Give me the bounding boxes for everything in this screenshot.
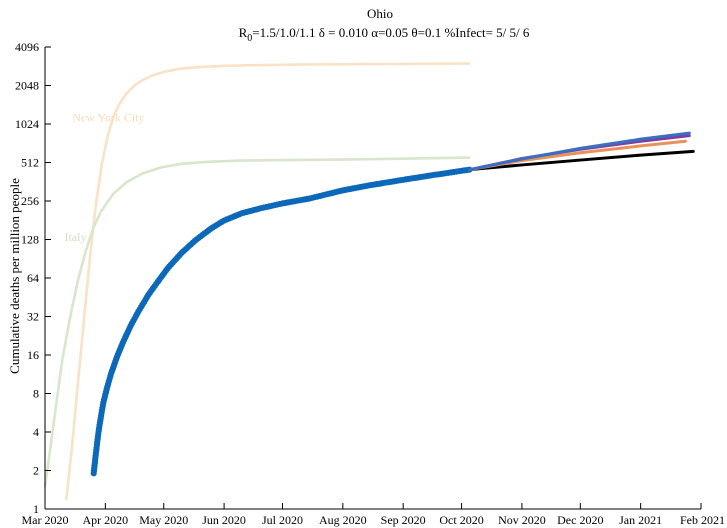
y-tick-label: 2 <box>33 464 39 478</box>
x-tick-label: Feb 2021 <box>680 513 725 527</box>
subtitle-r0-sub: 0 <box>247 33 252 44</box>
axes: 1 2 4 8 16 32 64 128 256 512 1024 2048 4096 Mar 2020 A… <box>15 40 725 527</box>
y-tick-label: 256 <box>21 194 39 208</box>
y-tick-label: 1024 <box>15 117 39 131</box>
series-ohio-observed-line <box>92 168 470 474</box>
x-tick-label: May 2020 <box>139 513 188 527</box>
series-projection-black <box>467 149 695 172</box>
y-tick-label: 4096 <box>15 40 39 54</box>
x-tick-label: Nov 2020 <box>498 513 546 527</box>
series-projection-blue-line <box>467 131 691 172</box>
y-tick-label: 32 <box>27 310 39 324</box>
series-nyc <box>65 62 471 501</box>
series-italy-line <box>43 156 471 488</box>
subtitle-params: =1.5/1.0/1.1 δ = 0.010 α=0.05 θ=0.1 %Inf… <box>252 25 530 40</box>
x-tick-label: Jun 2020 <box>202 513 246 527</box>
chart-title-text: Ohio <box>367 6 393 21</box>
series-projection-black-line <box>467 149 695 172</box>
y-tick-label: 512 <box>21 156 39 170</box>
x-tick-label: Apr 2020 <box>83 513 129 527</box>
y-tick-label: 16 <box>27 348 39 362</box>
subtitle-r0: R <box>239 25 248 40</box>
y-tick-label: 1 <box>33 502 39 516</box>
y-tick-label: 2048 <box>15 79 39 93</box>
x-tick-label: Aug 2020 <box>319 513 367 527</box>
x-tick-label: Sep 2020 <box>381 513 426 527</box>
series-italy <box>43 156 471 488</box>
x-tick-label: Oct 2020 <box>439 513 483 527</box>
y-tick-label: 128 <box>21 233 39 247</box>
chart-title: Ohio <box>367 6 393 21</box>
annotation-label: New York City <box>72 111 144 125</box>
y-axis-label: Cumulative deaths per million people <box>7 178 22 374</box>
x-tick-label: Mar 2020 <box>22 513 69 527</box>
x-tick-label: Jan 2021 <box>619 513 662 527</box>
annotation-label: Italy <box>64 230 86 244</box>
chart-subtitle: R0=1.5/1.0/1.1 δ = 0.010 α=0.05 θ=0.1 %I… <box>239 25 530 44</box>
y-tick-label: 64 <box>27 271 39 285</box>
y-tick-label: 4 <box>33 425 39 439</box>
x-tick-label: Jul 2020 <box>262 513 303 527</box>
series-nyc-line <box>65 62 471 501</box>
annotation-layer: New York City Italy <box>64 111 144 244</box>
series-projection-blue <box>467 131 691 172</box>
y-tick-label: 8 <box>33 387 39 401</box>
series-layer <box>43 62 695 501</box>
x-tick-label: Dec 2020 <box>557 513 603 527</box>
series-ohio-observed <box>90 166 473 477</box>
